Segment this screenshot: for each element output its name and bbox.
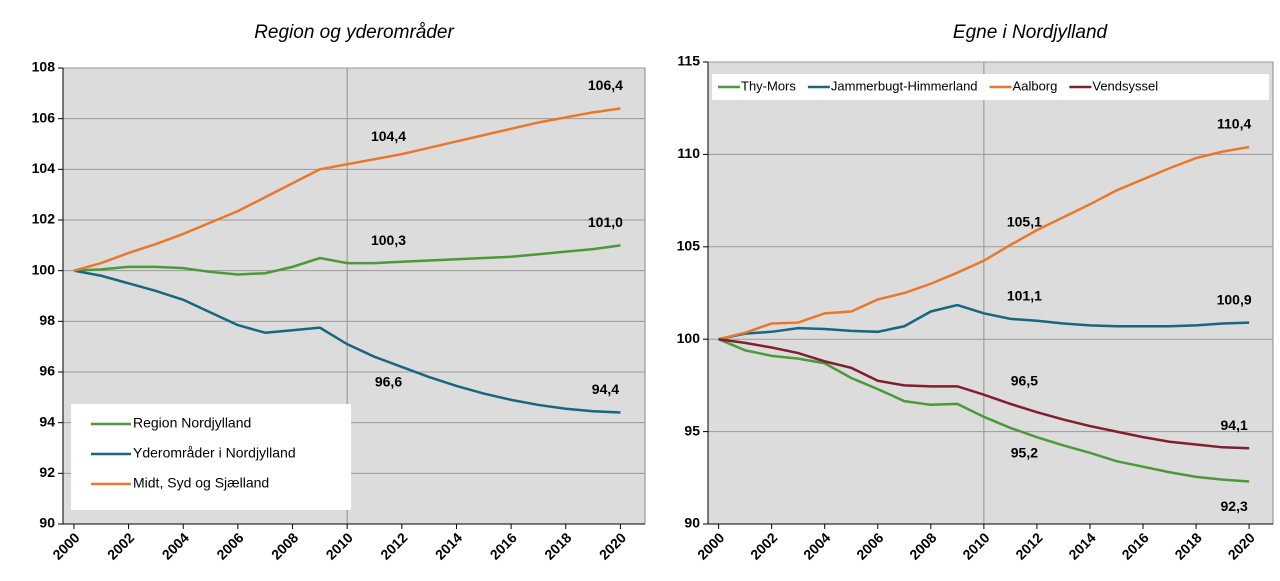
x-tick-label: 2010 xyxy=(323,529,356,562)
y-tick-label: 115 xyxy=(677,53,700,69)
y-tick-label: 94 xyxy=(39,413,55,429)
data-label: 101,0 xyxy=(588,214,623,230)
legend-label: Thy-Mors xyxy=(741,78,796,93)
y-tick-label: 102 xyxy=(32,211,56,227)
x-tick-label: 2012 xyxy=(377,529,410,562)
data-label: 92,3 xyxy=(1221,498,1248,514)
x-tick-label: 2018 xyxy=(541,529,574,562)
y-tick-label: 100 xyxy=(32,261,56,277)
x-tick-label: 2016 xyxy=(487,529,520,562)
x-tick-label: 2008 xyxy=(268,529,301,562)
x-tick-label: 2006 xyxy=(213,529,246,562)
y-tick-label: 96 xyxy=(39,363,55,379)
y-tick-label: 105 xyxy=(677,238,701,254)
y-tick-label: 104 xyxy=(32,160,56,176)
y-tick-label: 110 xyxy=(677,145,700,161)
data-label: 95,2 xyxy=(1011,445,1038,461)
x-tick-label: 2020 xyxy=(1225,529,1258,562)
series-line xyxy=(73,269,621,414)
data-label: 105,1 xyxy=(1007,214,1042,230)
data-label: 104,4 xyxy=(371,128,406,144)
x-tick-label: 2010 xyxy=(959,529,992,562)
x-tick-label: 2000 xyxy=(694,529,727,562)
x-tick-label: 2002 xyxy=(747,529,780,562)
data-label: 110,4 xyxy=(1217,116,1251,132)
plot-area xyxy=(707,61,1274,525)
data-label: 96,6 xyxy=(375,374,402,390)
legend-label: Midt, Syd og Sjælland xyxy=(133,475,269,491)
x-tick-label: 2004 xyxy=(800,529,833,562)
y-tick-label: 95 xyxy=(684,422,700,438)
y-tick-label: 106 xyxy=(32,109,56,125)
y-tick-label: 92 xyxy=(39,464,55,480)
x-tick-label: 2004 xyxy=(159,529,192,562)
x-tick-label: 2020 xyxy=(596,529,629,562)
x-tick-label: 2008 xyxy=(906,529,939,562)
series-line xyxy=(73,244,621,276)
data-label: 100,3 xyxy=(371,232,406,248)
legend-label: Yderområder i Nordjylland xyxy=(133,445,296,461)
legend xyxy=(71,404,351,510)
data-label: 101,1 xyxy=(1007,288,1042,304)
legend-label: Vendsyssel xyxy=(1092,78,1158,93)
y-tick-label: 100 xyxy=(677,330,701,346)
y-tick-label: 90 xyxy=(39,515,55,531)
chart-title: Egne i Nordjylland xyxy=(953,22,1109,43)
data-label: 96,5 xyxy=(1011,373,1038,389)
x-tick-label: 2014 xyxy=(1065,529,1098,562)
series-line xyxy=(718,338,1250,483)
chart-title: Region og yderområder xyxy=(254,22,454,43)
y-tick-label: 90 xyxy=(684,515,700,531)
x-tick-label: 2002 xyxy=(104,529,137,562)
x-tick-label: 2012 xyxy=(1012,529,1045,562)
series-line xyxy=(718,145,1250,341)
x-tick-label: 2006 xyxy=(853,529,886,562)
data-label: 106,4 xyxy=(588,77,623,93)
legend-label: Jammerbugt-Himmerland xyxy=(831,78,978,93)
series-line xyxy=(718,303,1250,341)
series-line xyxy=(718,337,1250,450)
series-line xyxy=(73,107,621,272)
x-tick-label: 2018 xyxy=(1171,529,1204,562)
legend-label: Region Nordjylland xyxy=(133,415,251,431)
data-label: 94,4 xyxy=(592,381,619,397)
x-tick-label: 2016 xyxy=(1118,529,1151,562)
x-tick-label: 2014 xyxy=(432,529,465,562)
legend-label: Aalborg xyxy=(1013,78,1058,93)
data-label: 94,1 xyxy=(1221,417,1248,433)
data-label: 100,9 xyxy=(1217,291,1252,307)
y-tick-label: 98 xyxy=(39,312,55,328)
x-tick-label: 2000 xyxy=(49,529,82,562)
y-tick-label: 108 xyxy=(32,59,56,75)
